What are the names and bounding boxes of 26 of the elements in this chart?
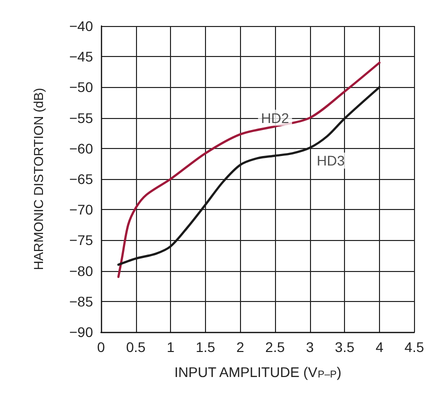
annotation: HD3 (316, 152, 345, 169)
x-tick-label: 2.5 (265, 339, 285, 355)
x-tick-label: 3 (306, 339, 314, 355)
line-series (117, 62, 381, 278)
y-tick-label: −70 (69, 202, 94, 218)
y-axis-title: HARMONIC DISTORTION (dB) (31, 88, 46, 270)
y-tick-label: −65 (69, 171, 94, 187)
y-tick-label: −75 (69, 232, 94, 248)
y-tick-label: −45 (69, 48, 94, 65)
x-tick-label: 2 (236, 339, 244, 355)
x-tick-label: 4 (376, 339, 384, 355)
y-tick-label: −60 (69, 140, 94, 156)
x-axis-title: INPUT AMPLITUDE (VP–P) (174, 364, 342, 380)
x-tick-label: 4.5 (404, 339, 424, 355)
y-tick-label: −90 (69, 324, 94, 340)
y-tick-label: −50 (69, 79, 94, 96)
y-tick-label: −40 (69, 18, 94, 34)
annotation: HD2 (261, 110, 290, 126)
x-tick-label: 3.5 (334, 339, 355, 355)
x-tick-label: 0 (97, 339, 106, 355)
y-tick-label: −55 (69, 110, 94, 126)
x-tick-label: 1.5 (196, 339, 216, 355)
y-tick-label: −85 (69, 293, 94, 310)
y-tick-label: −80 (69, 262, 94, 279)
x-tick-label: 0.5 (126, 339, 146, 355)
x-tick-label: 1 (166, 339, 175, 355)
